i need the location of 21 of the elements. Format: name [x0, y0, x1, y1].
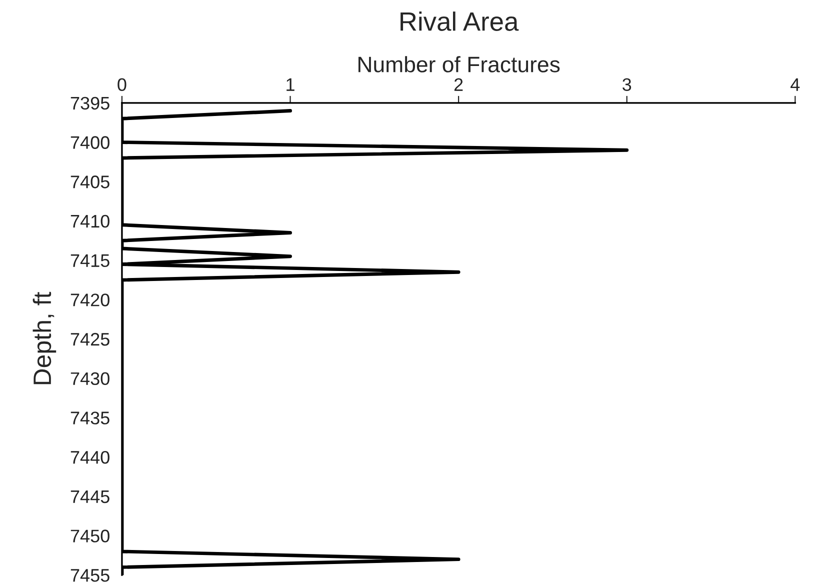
y-tick-label: 7415: [70, 254, 110, 268]
x-tick-label: 4: [790, 78, 800, 91]
x-tick-label: 0: [118, 78, 126, 91]
x-tick-label: 3: [622, 78, 632, 91]
y-tick-label: 7400: [70, 136, 110, 149]
y-tick-label: 7405: [70, 176, 110, 188]
y-tick-label: 7395: [70, 96, 110, 110]
y-tick-label: 7445: [70, 490, 110, 504]
y-tick-label: 7455: [70, 569, 110, 582]
y-axis-title: Depth, ft: [32, 292, 56, 384]
y-tick-label: 7420: [70, 294, 110, 306]
y-tick-label: 7435: [70, 412, 110, 424]
x-tick-label: 1: [286, 78, 294, 91]
x-tick-label: 2: [454, 78, 463, 91]
chart-title: Rival Area: [400, 12, 519, 31]
x-axis-title: Number of Fractures: [358, 56, 560, 72]
y-tick-label: 7450: [70, 530, 110, 542]
y-tick-label: 7430: [70, 372, 110, 386]
y-tick-label: 7425: [70, 332, 110, 346]
y-tick-label: 7440: [70, 450, 110, 464]
y-tick-label: 7410: [70, 214, 110, 228]
